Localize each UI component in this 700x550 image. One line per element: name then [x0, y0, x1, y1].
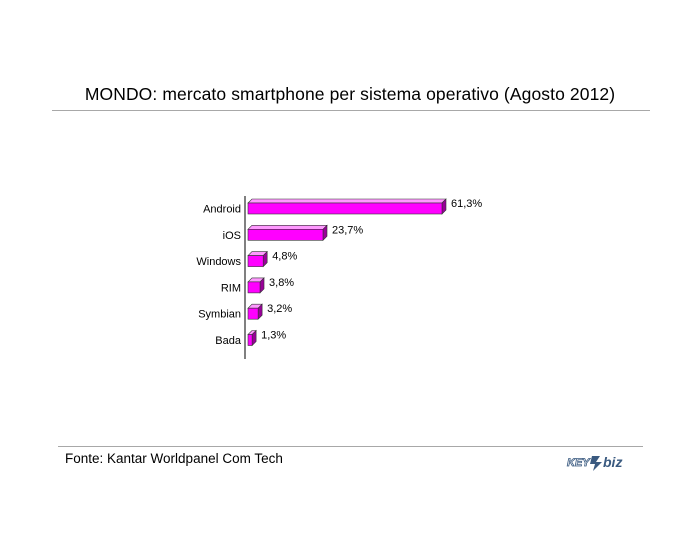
bar-front-face [247, 255, 264, 267]
bar-front-face [247, 202, 443, 215]
bar-front-face [247, 281, 261, 294]
bar-windows [247, 250, 268, 268]
svg-text:biz: biz [603, 454, 622, 470]
chart-title: MONDO: mercato smartphone per sistema op… [84, 84, 616, 104]
bar-top-face [247, 198, 447, 204]
value-label: 3,2% [267, 303, 292, 315]
category-label: Windows [196, 256, 241, 268]
bar-front-face [247, 229, 324, 241]
bar-top-face [247, 225, 328, 230]
source-note: Fonte: Kantar Worldpanel Com Tech [65, 451, 283, 466]
bars-layer: Android 61,3% iOS 23,7% Windows 4,8% RIM 3,8% Sy… [196, 198, 482, 347]
category-label: Symbian [198, 309, 241, 321]
bar-front-face [247, 334, 253, 346]
title-divider [52, 110, 650, 111]
value-label: 61,3% [451, 198, 482, 210]
value-label: 3,8% [269, 277, 294, 289]
value-label: 4,8% [272, 251, 297, 263]
value-label: 1,3% [261, 330, 286, 342]
category-label: iOS [223, 230, 241, 242]
bar-bada [247, 329, 257, 347]
bar-symbian [247, 303, 263, 320]
key4biz-logo: KEY biz [567, 454, 622, 471]
category-label: RIM [221, 282, 241, 294]
svg-text:KEY: KEY [567, 457, 591, 469]
category-label: Android [203, 204, 241, 216]
bar-rim [247, 277, 265, 294]
bar-android [247, 198, 447, 215]
bar-front-face [247, 307, 259, 320]
bar-ios [247, 224, 328, 242]
footer-divider [58, 446, 643, 447]
category-label: Bada [215, 335, 242, 347]
value-label: 23,7% [332, 224, 363, 236]
